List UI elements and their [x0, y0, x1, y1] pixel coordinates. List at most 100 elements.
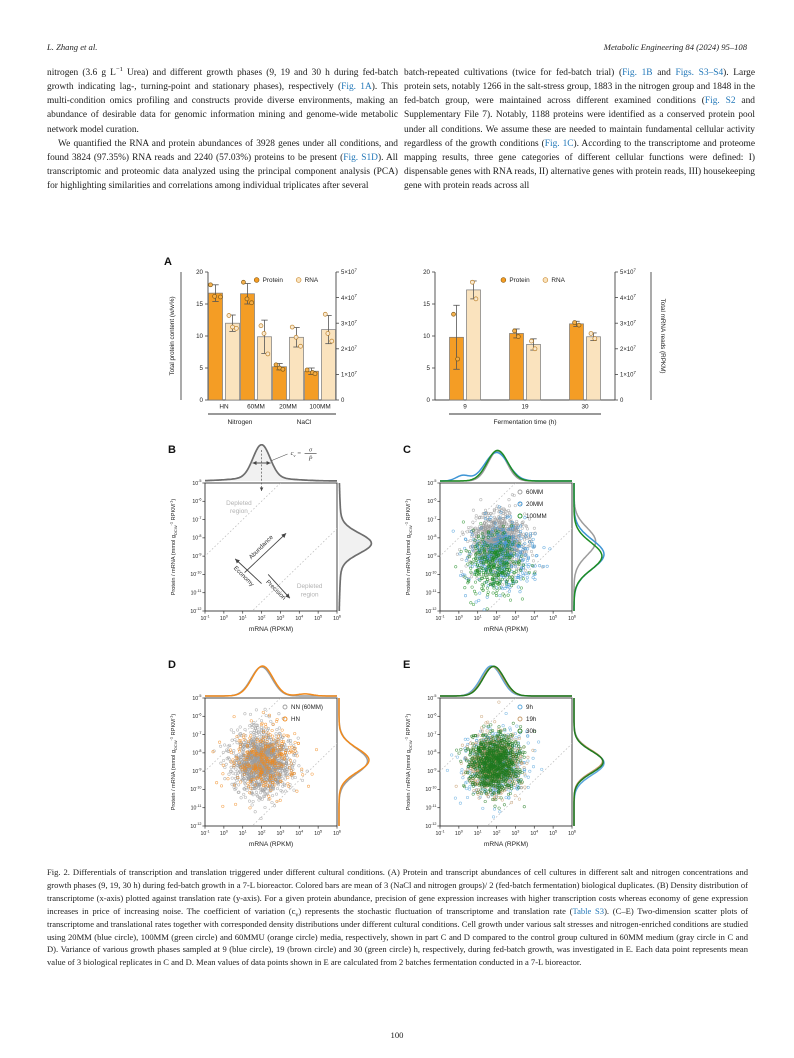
svg-text:3×107: 3×107 [620, 319, 637, 328]
svg-text:10-10: 10-10 [425, 786, 436, 794]
svg-text:2×107: 2×107 [620, 344, 637, 353]
svg-text:Protein / mRNA (mmol gDCW-1 RP: Protein / mRNA (mmol gDCW-1 RPKM-1) [168, 499, 177, 596]
svg-text:10-10: 10-10 [425, 571, 436, 579]
citation-link[interactable]: Fig. 1A [341, 82, 372, 93]
svg-text:101: 101 [239, 614, 247, 622]
svg-text:60MM: 60MM [247, 404, 265, 411]
svg-text:1×107: 1×107 [341, 370, 358, 379]
svg-text:10: 10 [196, 333, 203, 340]
svg-text:10-9: 10-9 [427, 552, 436, 560]
svg-text:4×107: 4×107 [341, 293, 358, 302]
svg-text:100: 100 [455, 614, 463, 622]
svg-text:10-1: 10-1 [200, 829, 209, 837]
svg-text:B: B [168, 444, 176, 456]
svg-text:103: 103 [276, 829, 284, 837]
panel-a-left-bar-chart: A Total protein content (w/w%) 0 5 10 15 20 0 1×… [164, 256, 358, 426]
text-segment: ). (C–E) Two-dimension scatter plots of … [47, 905, 748, 968]
svg-text:D: D [168, 659, 176, 671]
svg-text:1×107: 1×107 [620, 370, 637, 379]
text-segment: −1 [115, 65, 123, 73]
svg-text:106: 106 [333, 829, 341, 837]
svg-text:10-9: 10-9 [427, 767, 436, 775]
svg-text:2×107: 2×107 [341, 344, 358, 353]
svg-text:Total protein content (w/w%): Total protein content (w/w%) [169, 296, 176, 375]
citation-link[interactable]: Fig. 1C [544, 138, 574, 149]
citation-link[interactable]: Fig. S1D [343, 152, 378, 163]
svg-text:102: 102 [493, 614, 501, 622]
svg-text:mRNA (RPKM): mRNA (RPKM) [484, 841, 528, 848]
svg-text:E: E [403, 659, 410, 671]
svg-text:104: 104 [530, 614, 538, 622]
svg-text:Protein / mRNA (mmol gDCW-1 RP: Protein / mRNA (mmol gDCW-1 RPKM-1) [168, 714, 177, 811]
figure-2: A Total protein content (w/w%) 0 5 10 15 20 0 1×… [160, 252, 725, 858]
svg-text:10-7: 10-7 [192, 731, 201, 739]
svg-text:10-10: 10-10 [190, 786, 201, 794]
svg-text:A: A [164, 256, 172, 268]
svg-text:4×107: 4×107 [620, 293, 637, 302]
svg-text:15: 15 [196, 301, 203, 308]
svg-text:106: 106 [568, 829, 576, 837]
svg-text:102: 102 [258, 614, 266, 622]
svg-text:10: 10 [423, 333, 430, 340]
svg-text:100: 100 [455, 829, 463, 837]
svg-text:Nitrogen: Nitrogen [228, 419, 253, 426]
running-author: L. Zhang et al. [47, 42, 98, 52]
svg-text:100MM: 100MM [526, 513, 547, 520]
text-segment: and [652, 68, 676, 78]
svg-text:3×107: 3×107 [341, 319, 358, 328]
svg-text:105: 105 [314, 614, 322, 622]
svg-text:10-7: 10-7 [427, 516, 436, 524]
svg-text:20: 20 [423, 269, 430, 276]
right-text-column: batch-repeated cultivations (twice for f… [404, 66, 755, 193]
svg-text:Protein / mRNA (mmol gDCW-1 RP: Protein / mRNA (mmol gDCW-1 RPKM-1) [403, 499, 412, 596]
journal-reference: Metabolic Engineering 84 (2024) 95–108 [603, 42, 747, 52]
svg-text:mRNA (RPKM): mRNA (RPKM) [249, 841, 293, 848]
svg-text:NN (60MM): NN (60MM) [291, 704, 323, 711]
figure-2-caption: Fig. 2. Differentials of transcription a… [47, 866, 748, 969]
svg-text:101: 101 [474, 829, 482, 837]
svg-text:103: 103 [276, 614, 284, 622]
panel-d-scatter-plot: D 10-1 100 101 102 103 104 105 106 10-5 10-6 10-7 10… [168, 659, 370, 848]
panel-b-density-schematic: B 10-1 100 101 102 103 104 105 106 10-5 10-6 10-7 10… [168, 443, 373, 633]
svg-text:HN: HN [219, 404, 229, 411]
citation-link[interactable]: Fig. S2 [704, 96, 736, 107]
svg-text:10-1: 10-1 [200, 614, 209, 622]
svg-text:19: 19 [521, 404, 529, 411]
svg-text:104: 104 [295, 829, 303, 837]
svg-text:P̄: P̄ [308, 456, 313, 463]
svg-text:mRNA (RPKM): mRNA (RPKM) [484, 626, 528, 633]
svg-text:20MM: 20MM [279, 404, 297, 411]
svg-text:10-11: 10-11 [426, 804, 437, 812]
citation-link[interactable]: Fig. 1B [622, 68, 653, 78]
svg-text:106: 106 [333, 614, 341, 622]
svg-text:10-12: 10-12 [190, 607, 201, 615]
svg-text:NaCl: NaCl [297, 419, 312, 426]
svg-text:Protein / mRNA (mmol gDCW-1 RP: Protein / mRNA (mmol gDCW-1 RPKM-1) [403, 714, 412, 811]
svg-text:10-1: 10-1 [435, 614, 444, 622]
svg-text:100: 100 [220, 829, 228, 837]
text-segment: Urea) and different growth phases (9, 19… [47, 68, 399, 93]
svg-text:10-7: 10-7 [192, 516, 201, 524]
svg-text:5: 5 [200, 365, 204, 372]
left-text-column: nitrogen (3.6 g L−1 Urea) and different … [47, 66, 398, 193]
svg-text:10-5: 10-5 [427, 694, 436, 702]
text-segment: nitrogen (3.6 g L [47, 68, 116, 78]
svg-text:cv =: cv = [291, 450, 302, 458]
svg-text:10-5: 10-5 [192, 694, 201, 702]
svg-text:10-5: 10-5 [192, 479, 201, 487]
svg-text:20: 20 [196, 269, 203, 276]
svg-text:10-8: 10-8 [427, 534, 436, 542]
svg-text:RNA: RNA [551, 277, 565, 284]
citation-link[interactable]: Figs. S3–S4 [675, 68, 724, 78]
svg-text:100: 100 [220, 614, 228, 622]
citation-link[interactable]: Table S3 [572, 905, 605, 916]
text-segment: Fig. 2. [47, 867, 70, 877]
svg-text:Protein: Protein [263, 277, 284, 284]
svg-text:10-6: 10-6 [427, 497, 436, 505]
svg-text:0: 0 [620, 398, 624, 404]
svg-text:0: 0 [200, 397, 204, 404]
svg-text:Depleted: Depleted [226, 500, 252, 507]
svg-text:10-8: 10-8 [427, 749, 436, 757]
svg-text:0: 0 [427, 397, 431, 404]
svg-text:102: 102 [258, 829, 266, 837]
